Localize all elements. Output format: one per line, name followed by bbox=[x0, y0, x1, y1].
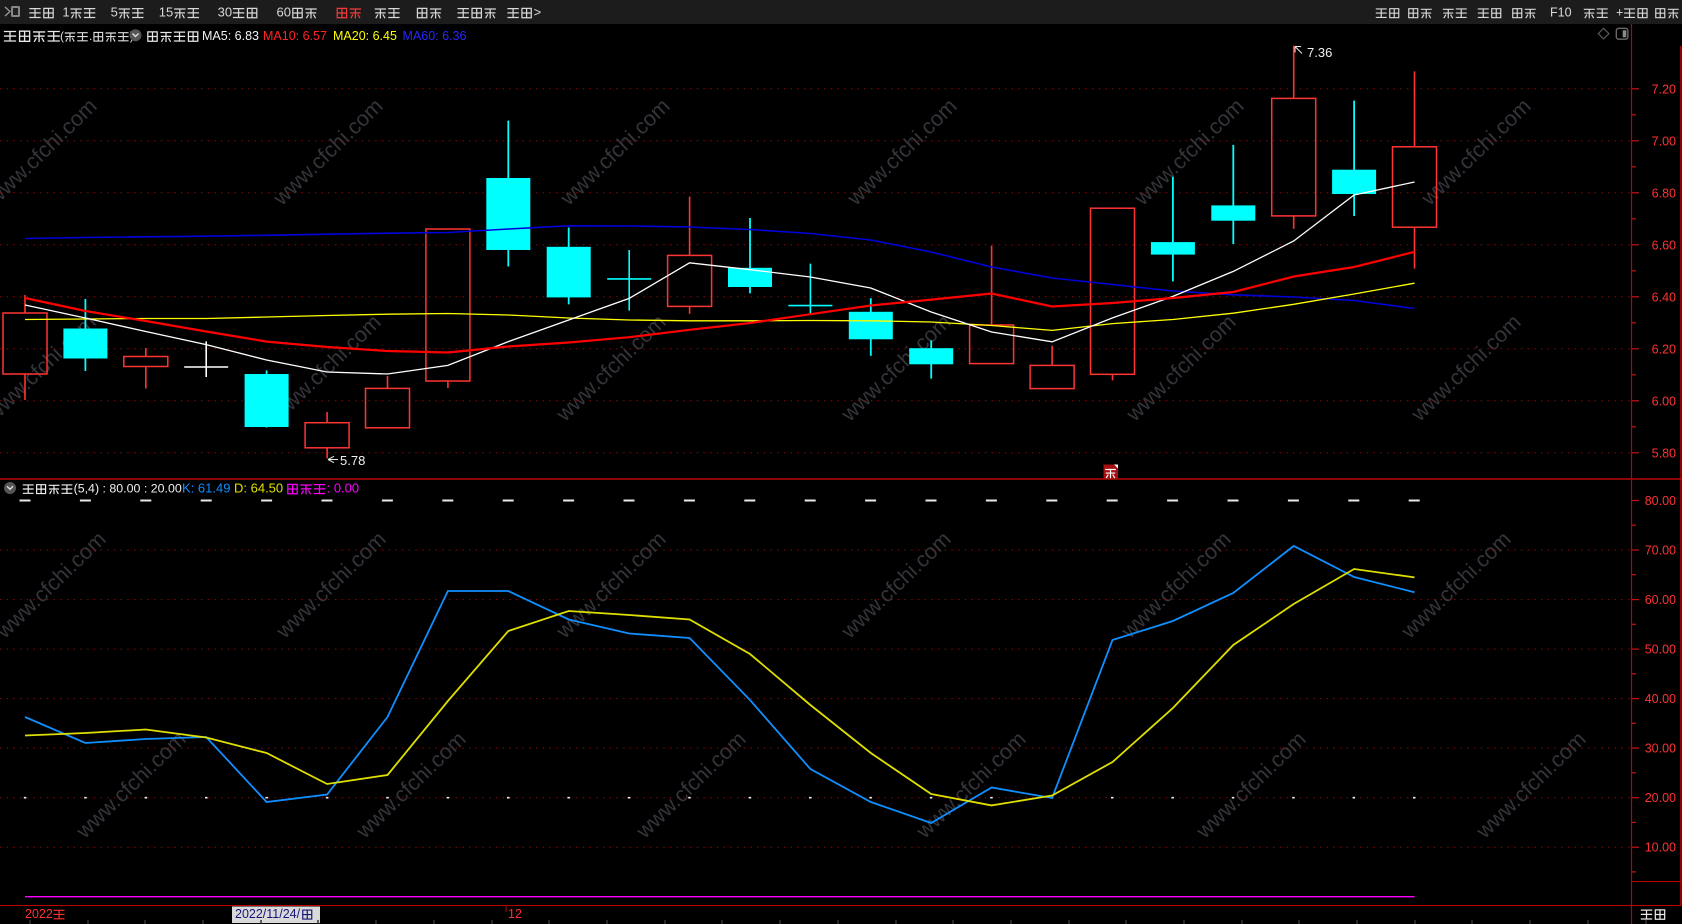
svg-text:>: > bbox=[534, 5, 542, 20]
svg-text:F10: F10 bbox=[1550, 6, 1572, 20]
svg-text:12: 12 bbox=[508, 907, 522, 921]
svg-text:6.20: 6.20 bbox=[1652, 342, 1676, 356]
svg-text:1: 1 bbox=[62, 5, 69, 20]
svg-text:5.80: 5.80 bbox=[1652, 446, 1676, 460]
svg-text:80.00: 80.00 bbox=[1645, 494, 1676, 508]
svg-text:15: 15 bbox=[159, 5, 173, 20]
svg-text:MA10: 6.57: MA10: 6.57 bbox=[263, 29, 327, 43]
svg-text:5.78: 5.78 bbox=[340, 453, 365, 468]
svg-text:60.00: 60.00 bbox=[1645, 593, 1676, 607]
svg-text:MA5: 6.83: MA5: 6.83 bbox=[202, 29, 259, 43]
svg-text:6.00: 6.00 bbox=[1652, 394, 1676, 408]
svg-text:50.00: 50.00 bbox=[1645, 643, 1676, 657]
svg-text:6.40: 6.40 bbox=[1652, 290, 1676, 304]
svg-text:+: + bbox=[1616, 6, 1623, 20]
svg-text:30.00: 30.00 bbox=[1645, 742, 1676, 756]
svg-text:K: 61.49: K: 61.49 bbox=[182, 481, 230, 496]
svg-text:30: 30 bbox=[218, 5, 232, 20]
svg-text:7.36: 7.36 bbox=[1307, 45, 1332, 60]
svg-text:MA60: 6.36: MA60: 6.36 bbox=[403, 29, 467, 43]
svg-text:6.80: 6.80 bbox=[1652, 186, 1676, 200]
svg-text:6.60: 6.60 bbox=[1652, 238, 1676, 252]
svg-text:: 0.00: : 0.00 bbox=[327, 481, 360, 496]
svg-text:20.00: 20.00 bbox=[1645, 791, 1676, 805]
svg-text:60: 60 bbox=[277, 5, 291, 20]
svg-text:(: ( bbox=[60, 29, 64, 43]
svg-text:MA20: 6.45: MA20: 6.45 bbox=[333, 29, 397, 43]
svg-text:7.00: 7.00 bbox=[1652, 134, 1676, 148]
svg-text:.: . bbox=[89, 29, 92, 43]
svg-text:40.00: 40.00 bbox=[1645, 692, 1676, 706]
svg-text:10.00: 10.00 bbox=[1645, 841, 1676, 855]
svg-text:70.00: 70.00 bbox=[1645, 544, 1676, 558]
svg-text:2022: 2022 bbox=[25, 907, 53, 921]
svg-text:(5,4) : 80.00 : 20.00: (5,4) : 80.00 : 20.00 bbox=[74, 482, 182, 496]
svg-text:7.20: 7.20 bbox=[1652, 82, 1676, 96]
svg-text:2022/11/24/: 2022/11/24/ bbox=[235, 907, 301, 921]
svg-text:5: 5 bbox=[111, 5, 118, 20]
svg-text:D: 64.50: D: 64.50 bbox=[234, 481, 283, 496]
